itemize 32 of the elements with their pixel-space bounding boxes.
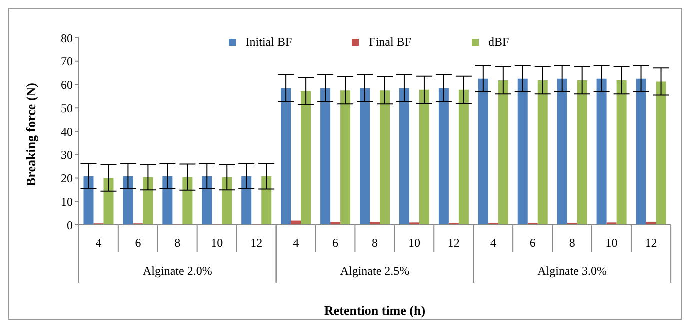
x-tick-label: 6 bbox=[332, 236, 339, 250]
y-tick-label: 60 bbox=[61, 78, 73, 92]
x-tick-label: 10 bbox=[408, 236, 420, 250]
x-tick-label: 12 bbox=[645, 236, 658, 250]
y-tick-label: 20 bbox=[61, 172, 73, 186]
text: Alginate 2.5% bbox=[340, 264, 410, 278]
y-tick-label: 50 bbox=[61, 101, 73, 116]
x-tick-label: 8 bbox=[174, 236, 181, 250]
x-tick-label: 8 bbox=[569, 236, 576, 250]
x-tick-label: 6 bbox=[135, 236, 142, 250]
text: Alginate 3.0% bbox=[538, 264, 607, 278]
x-tick-label: 6 bbox=[530, 236, 536, 250]
legend-label: dBF bbox=[488, 35, 510, 50]
x-tick-label: 8 bbox=[372, 236, 378, 250]
y-tick-label: 70 bbox=[61, 54, 73, 69]
text: Alginate 2.0% bbox=[143, 264, 212, 278]
legend-label: Initial BF bbox=[244, 35, 292, 50]
x-tick-label: 10 bbox=[211, 236, 224, 250]
x-tick-label: 4 bbox=[293, 236, 300, 250]
y-tick-label: 40 bbox=[61, 124, 73, 139]
legend-label: Final BF bbox=[368, 35, 412, 50]
x-tick-label: 4 bbox=[490, 236, 496, 250]
x-tick-label: 4 bbox=[96, 236, 102, 250]
y-axis-title: Breaking force (N) bbox=[24, 83, 39, 186]
y-tick-label: 80 bbox=[61, 31, 73, 46]
x-tick-label: 10 bbox=[606, 236, 618, 250]
x-tick-label: 12 bbox=[448, 236, 460, 250]
x-tick-label: 12 bbox=[250, 236, 263, 250]
x-axis-title: Retention time (h) bbox=[324, 303, 426, 318]
y-tick-label: 0 bbox=[67, 218, 73, 232]
y-tick-label: 30 bbox=[61, 148, 73, 162]
y-tick-label: 10 bbox=[61, 194, 73, 209]
